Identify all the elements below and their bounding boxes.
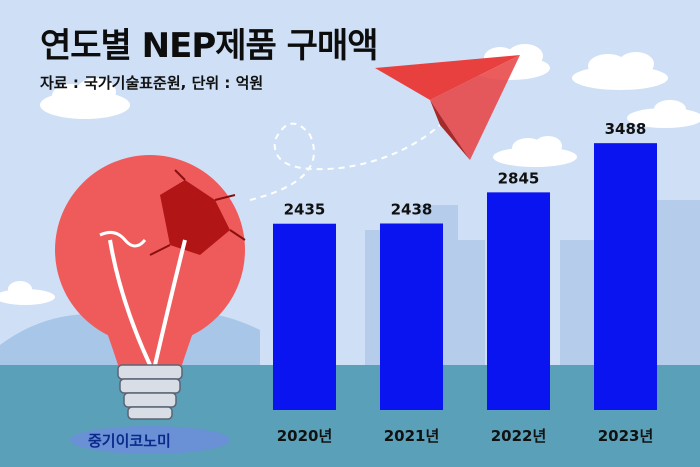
value-label-0: 2435 <box>284 201 326 219</box>
category-label-0: 2020년 <box>277 427 333 445</box>
bar-0 <box>273 223 336 410</box>
light-bulb-icon <box>55 155 246 454</box>
value-label-2: 2845 <box>498 169 540 187</box>
category-label-2: 2022년 <box>491 427 547 445</box>
bar-3 <box>594 143 657 410</box>
paper-plane-icon <box>375 55 520 160</box>
value-label-1: 2438 <box>391 200 433 218</box>
watermark-label: 중기이코노미 <box>88 432 171 450</box>
category-label-3: 2023년 <box>598 427 654 445</box>
crack-mark <box>160 180 230 255</box>
bar-series: 2435 2020년 2438 2021년 2845 2022년 3488 2023년 <box>273 120 657 445</box>
category-label-1: 2021년 <box>384 427 440 445</box>
chart-title: 연도별 NEP제품 구매액 <box>40 26 379 66</box>
bar-1 <box>380 223 443 410</box>
bar-2 <box>487 192 550 410</box>
source-note: 자료 : 국가기술표준원, 단위 : 억원 <box>40 74 264 92</box>
value-label-3: 3488 <box>605 120 647 138</box>
